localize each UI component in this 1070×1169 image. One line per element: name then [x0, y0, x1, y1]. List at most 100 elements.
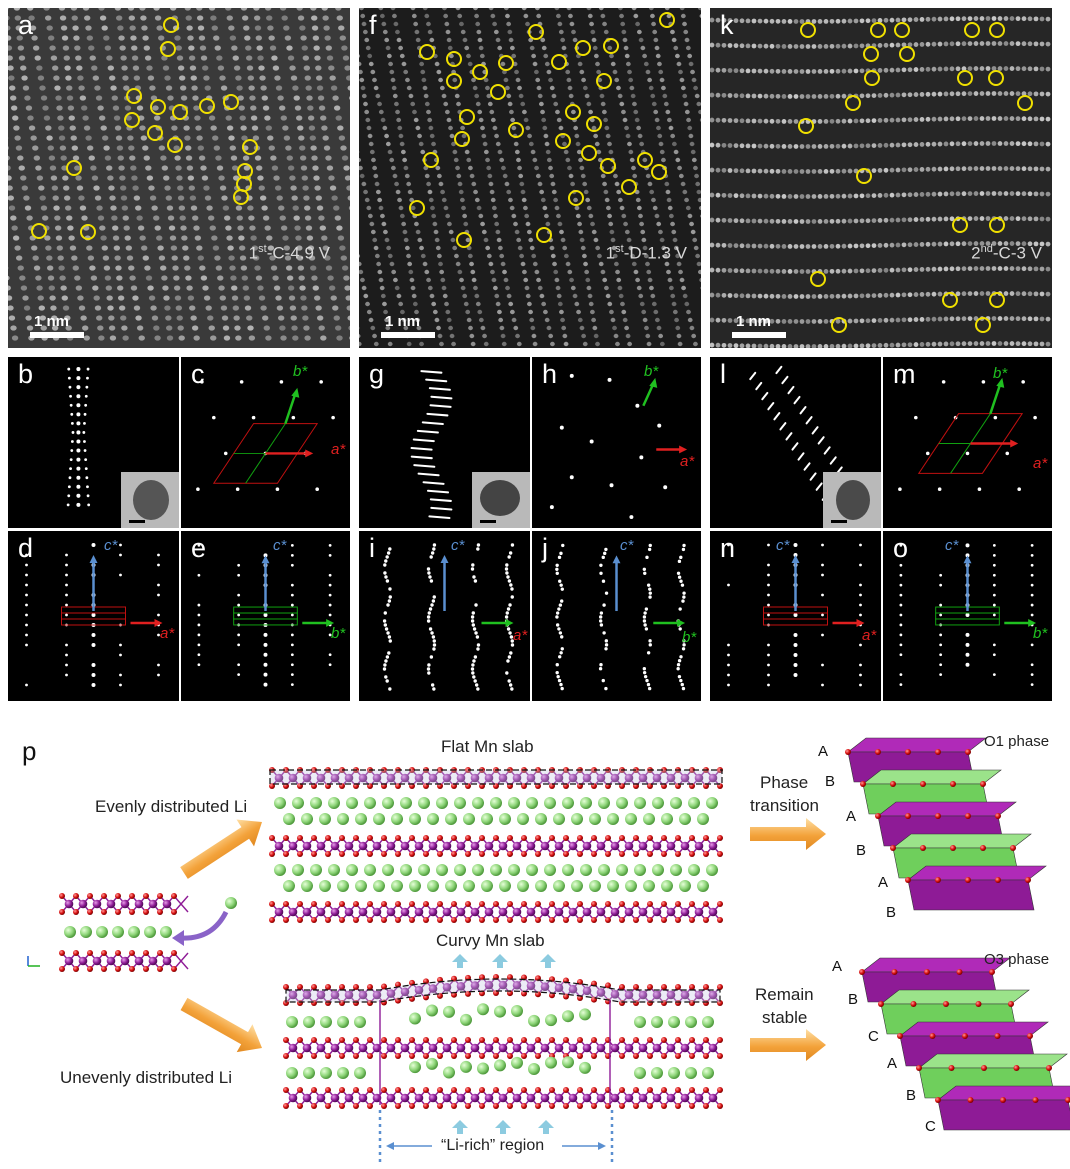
atom-column [392, 93, 398, 99]
atom-column [574, 301, 580, 307]
mn-atom [316, 773, 326, 783]
atom-column [290, 315, 297, 321]
li-atom [409, 1012, 421, 1025]
atom-column [605, 133, 611, 139]
atom-column [548, 333, 554, 339]
mn-atom [288, 1043, 298, 1053]
atom-column [336, 15, 343, 21]
atom-column [787, 119, 793, 124]
oxygen-atom [507, 901, 513, 907]
mn-atom [78, 899, 88, 909]
atom-column [509, 205, 515, 211]
atom-column [149, 195, 157, 201]
atom-column [349, 96, 350, 100]
diffraction-spot [68, 476, 72, 480]
atom-column [567, 85, 573, 91]
mn-atom [610, 907, 620, 917]
diffraction-spot [290, 603, 294, 607]
oxygen-atom [325, 1037, 331, 1043]
atom-column [901, 67, 907, 73]
atom-column [231, 285, 238, 291]
atom-column [334, 215, 342, 221]
diffraction-spot [635, 403, 640, 408]
atom-column [666, 269, 671, 275]
diffraction-streak [809, 472, 817, 481]
oxygen-atom [535, 1053, 541, 1059]
atom-column [303, 195, 310, 201]
atom-column [610, 237, 616, 243]
atom-column [678, 69, 683, 75]
atom-column [647, 277, 653, 283]
atom-column [967, 91, 973, 97]
atom-column [497, 245, 503, 251]
oxygen-atom [367, 1053, 373, 1059]
atom-column [248, 85, 255, 91]
atom-column [270, 265, 278, 271]
mn-atom [162, 899, 172, 909]
li-atom [337, 1016, 349, 1028]
diffraction-streak [428, 387, 451, 391]
atom-column [128, 265, 135, 271]
atom-column [104, 45, 112, 51]
diffraction-spot [84, 467, 88, 471]
li-atom [454, 797, 466, 809]
atom-column [635, 197, 641, 203]
atom-column [967, 141, 973, 147]
atom-column [363, 101, 368, 107]
atom-column [372, 237, 378, 243]
oxygen-atom [689, 851, 695, 857]
li-atom [553, 813, 565, 825]
li-atom [463, 813, 475, 825]
atom-column [95, 315, 103, 321]
diffraction-streak-dot [555, 563, 559, 567]
atom-column [949, 116, 955, 122]
atom-column [390, 165, 396, 171]
diffraction-spot [237, 673, 241, 677]
atom-column [8, 75, 15, 81]
diffraction-streak [429, 498, 452, 502]
diffraction-streak-dot [645, 678, 649, 683]
atom-column [328, 285, 336, 291]
oxygen-atom [353, 835, 359, 841]
atom-column [289, 175, 296, 181]
atom-column [115, 15, 123, 21]
atom-column [82, 115, 89, 121]
defect-marker-circle [454, 131, 470, 147]
diffraction-streak-dot [601, 555, 605, 560]
atom-column [257, 175, 264, 181]
atom-column [169, 235, 177, 241]
oxygen-atom [689, 1053, 695, 1059]
atom-column [751, 218, 757, 224]
atom-column [31, 245, 38, 251]
mn-atom [512, 841, 522, 851]
atom-column [551, 189, 557, 195]
atom-column [173, 145, 180, 151]
atom-column [173, 275, 180, 281]
atom-column [92, 285, 99, 291]
atom-column [114, 8, 122, 11]
atom-column [165, 315, 172, 321]
atom-column [582, 181, 588, 187]
li-atom [463, 880, 475, 892]
oxygen-atom [367, 901, 373, 907]
atom-column [961, 91, 967, 97]
atom-column [196, 8, 203, 11]
atom-column [451, 341, 456, 347]
atom-column [111, 215, 118, 221]
atom-column [453, 157, 459, 163]
li-atom [319, 813, 331, 825]
atom-column [817, 219, 823, 224]
atom-column [943, 241, 949, 247]
atom-column [612, 253, 618, 259]
atom-column [8, 155, 10, 161]
li-atom [286, 1067, 298, 1079]
atom-column [47, 275, 55, 281]
atom-column [642, 245, 648, 251]
diffraction-streak-dot [558, 603, 563, 607]
oxygen-atom [171, 950, 177, 956]
atom-column [466, 317, 472, 323]
diffraction-streak-dot [557, 627, 561, 631]
oxygen-atom [101, 909, 107, 915]
atom-column [64, 205, 72, 211]
atom-column [262, 315, 269, 321]
